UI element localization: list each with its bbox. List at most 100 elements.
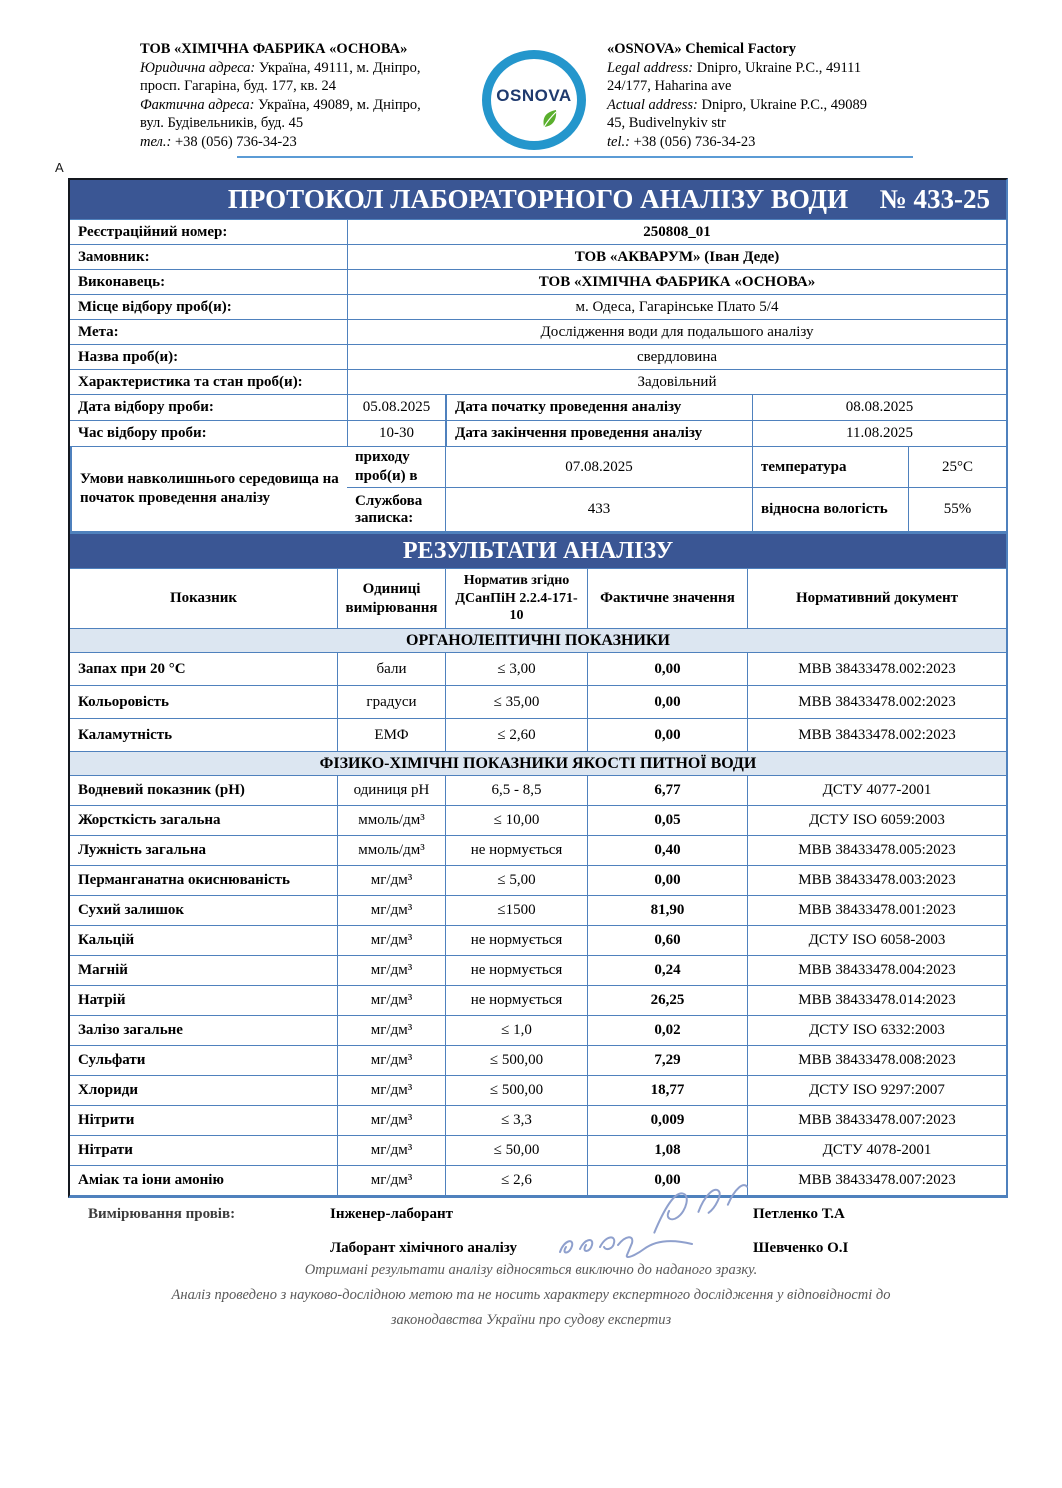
- info-label: Виконавець:: [70, 269, 347, 294]
- parameter-norm: не нормується: [445, 925, 587, 955]
- column-header: Нормативний документ: [747, 568, 1006, 628]
- parameter-unit: ммоль/дм³: [337, 805, 445, 835]
- performed-by-label: Вимірювання провів:: [88, 1206, 236, 1222]
- parameter-doc: ДСТУ ISO 9297:2007: [747, 1075, 1006, 1105]
- protocol-title-bar: ПРОТОКОЛ ЛАБОРАТОРНОГО АНАЛІЗУ ВОДИ № 43…: [70, 180, 1006, 219]
- parameter-actual: 81,90: [587, 895, 747, 925]
- parameter-unit: мг/дм³: [337, 865, 445, 895]
- parameter-doc: МВВ 38433478.007:2023: [747, 1165, 1006, 1195]
- protocol-title: ПРОТОКОЛ ЛАБОРАТОРНОГО АНАЛІЗУ ВОДИ: [227, 184, 849, 214]
- parameter-doc: МВВ 38433478.001:2023: [747, 895, 1006, 925]
- parameter-unit: ммоль/дм³: [337, 835, 445, 865]
- parameter-name: Сухий залишок: [70, 895, 337, 925]
- signature-petlenko: [653, 1184, 749, 1234]
- parameter-unit: одиниця рН: [337, 775, 445, 805]
- info-value: 05.08.2025: [347, 394, 445, 420]
- letterhead-line: Legal address: Dnipro, Ukraine P.C., 491…: [607, 59, 862, 76]
- parameter-name: Магній: [70, 955, 337, 985]
- info-label: Дата приходу проб(и) в лабораторію:: [347, 446, 445, 487]
- parameter-doc: МВВ 38433478.003:2023: [747, 865, 1006, 895]
- parameter-unit: мг/дм³: [337, 1075, 445, 1105]
- info-value: 250808_01: [347, 219, 1006, 244]
- parameter-actual: 1,08: [587, 1135, 747, 1165]
- parameter-actual: 6,77: [587, 775, 747, 805]
- organoleptic-rows: Запах при 20 °С бали ≤ 3,00 0,00 МВВ 384…: [70, 652, 1006, 751]
- parameter-norm: ≤ 10,00: [445, 805, 587, 835]
- company-name-en: «OSNOVA» Chemical Factory: [607, 41, 797, 57]
- parameter-name: Кольоровість: [70, 685, 337, 718]
- conditions-rows: Дата приходу проб(и) в лабораторію: 07.0…: [70, 446, 1006, 531]
- company-name-ua: ТОВ «ХІМІЧНА ФАБРИКА «ОСНОВА»: [140, 41, 408, 57]
- letterhead-line: Фактична адреса: Україна, 49089, м. Дніп…: [140, 96, 421, 113]
- parameter-norm: ≤ 3,00: [445, 652, 587, 685]
- parameter-name: Нітрити: [70, 1105, 337, 1135]
- parameter-unit: мг/дм³: [337, 925, 445, 955]
- parameter-name: Залізо загальне: [70, 1015, 337, 1045]
- parameter-doc: МВВ 38433478.008:2023: [747, 1045, 1006, 1075]
- info-value: 07.08.2025: [445, 446, 752, 487]
- letterhead-en: «OSNOVA» Chemical Factory Legal address:…: [607, 40, 957, 151]
- signer-name: Шевченко О.І: [753, 1240, 849, 1256]
- parameter-name: Сульфати: [70, 1045, 337, 1075]
- parameter-doc: ДСТУ ISO 6332:2003: [747, 1015, 1006, 1045]
- leaf-icon: [543, 110, 557, 128]
- info-value: ТОВ «ХІМІЧНА ФАБРИКА «ОСНОВА»: [347, 269, 1006, 294]
- parameter-doc: МВВ 38433478.002:2023: [747, 652, 1006, 685]
- parameter-doc: МВВ 38433478.014:2023: [747, 985, 1006, 1015]
- letterhead-line: Юридична адреса: Україна, 49111, м. Дніп…: [140, 59, 421, 76]
- parameter-unit: мг/дм³: [337, 1135, 445, 1165]
- logo-wordmark: OSNOVA: [496, 86, 572, 105]
- letterhead-line: 24/177, Haharina ave: [607, 78, 732, 94]
- parameter-actual: 0,00: [587, 652, 747, 685]
- disclaimer-line: законодавства України про судову експерт…: [390, 1312, 672, 1328]
- parameter-actual: 0,00: [587, 865, 747, 895]
- temperature-value: 25°С: [908, 446, 1006, 487]
- parameter-name: Запах при 20 °С: [70, 652, 337, 685]
- parameter-actual: 0,40: [587, 835, 747, 865]
- page-marker: А: [55, 160, 64, 175]
- parameter-doc: МВВ 38433478.002:2023: [747, 718, 1006, 751]
- disclaimer-line: Отримані результати аналізу відносяться …: [304, 1262, 758, 1278]
- parameter-norm: не нормується: [445, 985, 587, 1015]
- signer-role: Інженер-лаборант: [330, 1206, 454, 1222]
- letterhead-line: просп. Гагаріна, буд. 177, кв. 24: [140, 78, 337, 94]
- parameter-name: Нітрати: [70, 1135, 337, 1165]
- parameter-actual: 0,02: [587, 1015, 747, 1045]
- parameter-doc: МВВ 38433478.004:2023: [747, 955, 1006, 985]
- parameter-norm: ≤ 3,3: [445, 1105, 587, 1135]
- parameter-norm: не нормується: [445, 955, 587, 985]
- info-value: 08.08.2025: [752, 394, 1006, 420]
- info-label: Дата відбору проби:: [70, 394, 347, 420]
- parameter-unit: мг/дм³: [337, 1045, 445, 1075]
- signer-name: Петленко Т.А: [753, 1206, 845, 1222]
- letterhead-ua: ТОВ «ХІМІЧНА ФАБРИКА «ОСНОВА» Юридична а…: [140, 40, 480, 151]
- info-label: Назва проб(и):: [70, 344, 347, 369]
- info-label: Місце відбору проб(и):: [70, 294, 347, 319]
- letterhead-line: тел.: +38 (056) 736-34-23: [140, 133, 297, 150]
- parameter-actual: 0,60: [587, 925, 747, 955]
- parameter-norm: ≤ 35,00: [445, 685, 587, 718]
- parameter-unit: мг/дм³: [337, 985, 445, 1015]
- parameter-norm: ≤ 2,60: [445, 718, 587, 751]
- parameter-norm: не нормується: [445, 835, 587, 865]
- info-label: Дата початку проведення аналізу: [445, 394, 752, 420]
- info-value: свердловина: [347, 344, 1006, 369]
- column-header: Норматив згідно ДСанПіН 2.2.4-171-10: [445, 568, 587, 628]
- parameter-actual: 0,05: [587, 805, 747, 835]
- results-section-bar: РЕЗУЛЬТАТИ АНАЛІЗУ: [70, 531, 1006, 568]
- signature-shevchenko: [559, 1236, 693, 1259]
- column-header: Показник: [70, 568, 337, 628]
- column-header: Одиниці вимірювання: [337, 568, 445, 628]
- osnova-logo: OSNOVA: [482, 50, 586, 150]
- letterhead-line: tel.: +38 (056) 736-34-23: [607, 133, 756, 150]
- parameter-unit: мг/дм³: [337, 1165, 445, 1195]
- info-value: Задовільний: [347, 369, 1006, 394]
- parameter-actual: 0,00: [587, 685, 747, 718]
- group-header-physchem: ФІЗИКО-ХІМІЧНІ ПОКАЗНИКИ ЯКОСТІ ПИТНОЇ В…: [70, 751, 1006, 775]
- parameter-name: Жорсткість загальна: [70, 805, 337, 835]
- parameter-actual: 0,24: [587, 955, 747, 985]
- parameter-actual: 18,77: [587, 1075, 747, 1105]
- parameter-name: Перманганатна окиснюваність: [70, 865, 337, 895]
- info-label: Дата закінчення проведення аналізу: [445, 420, 752, 446]
- parameter-actual: 7,29: [587, 1045, 747, 1075]
